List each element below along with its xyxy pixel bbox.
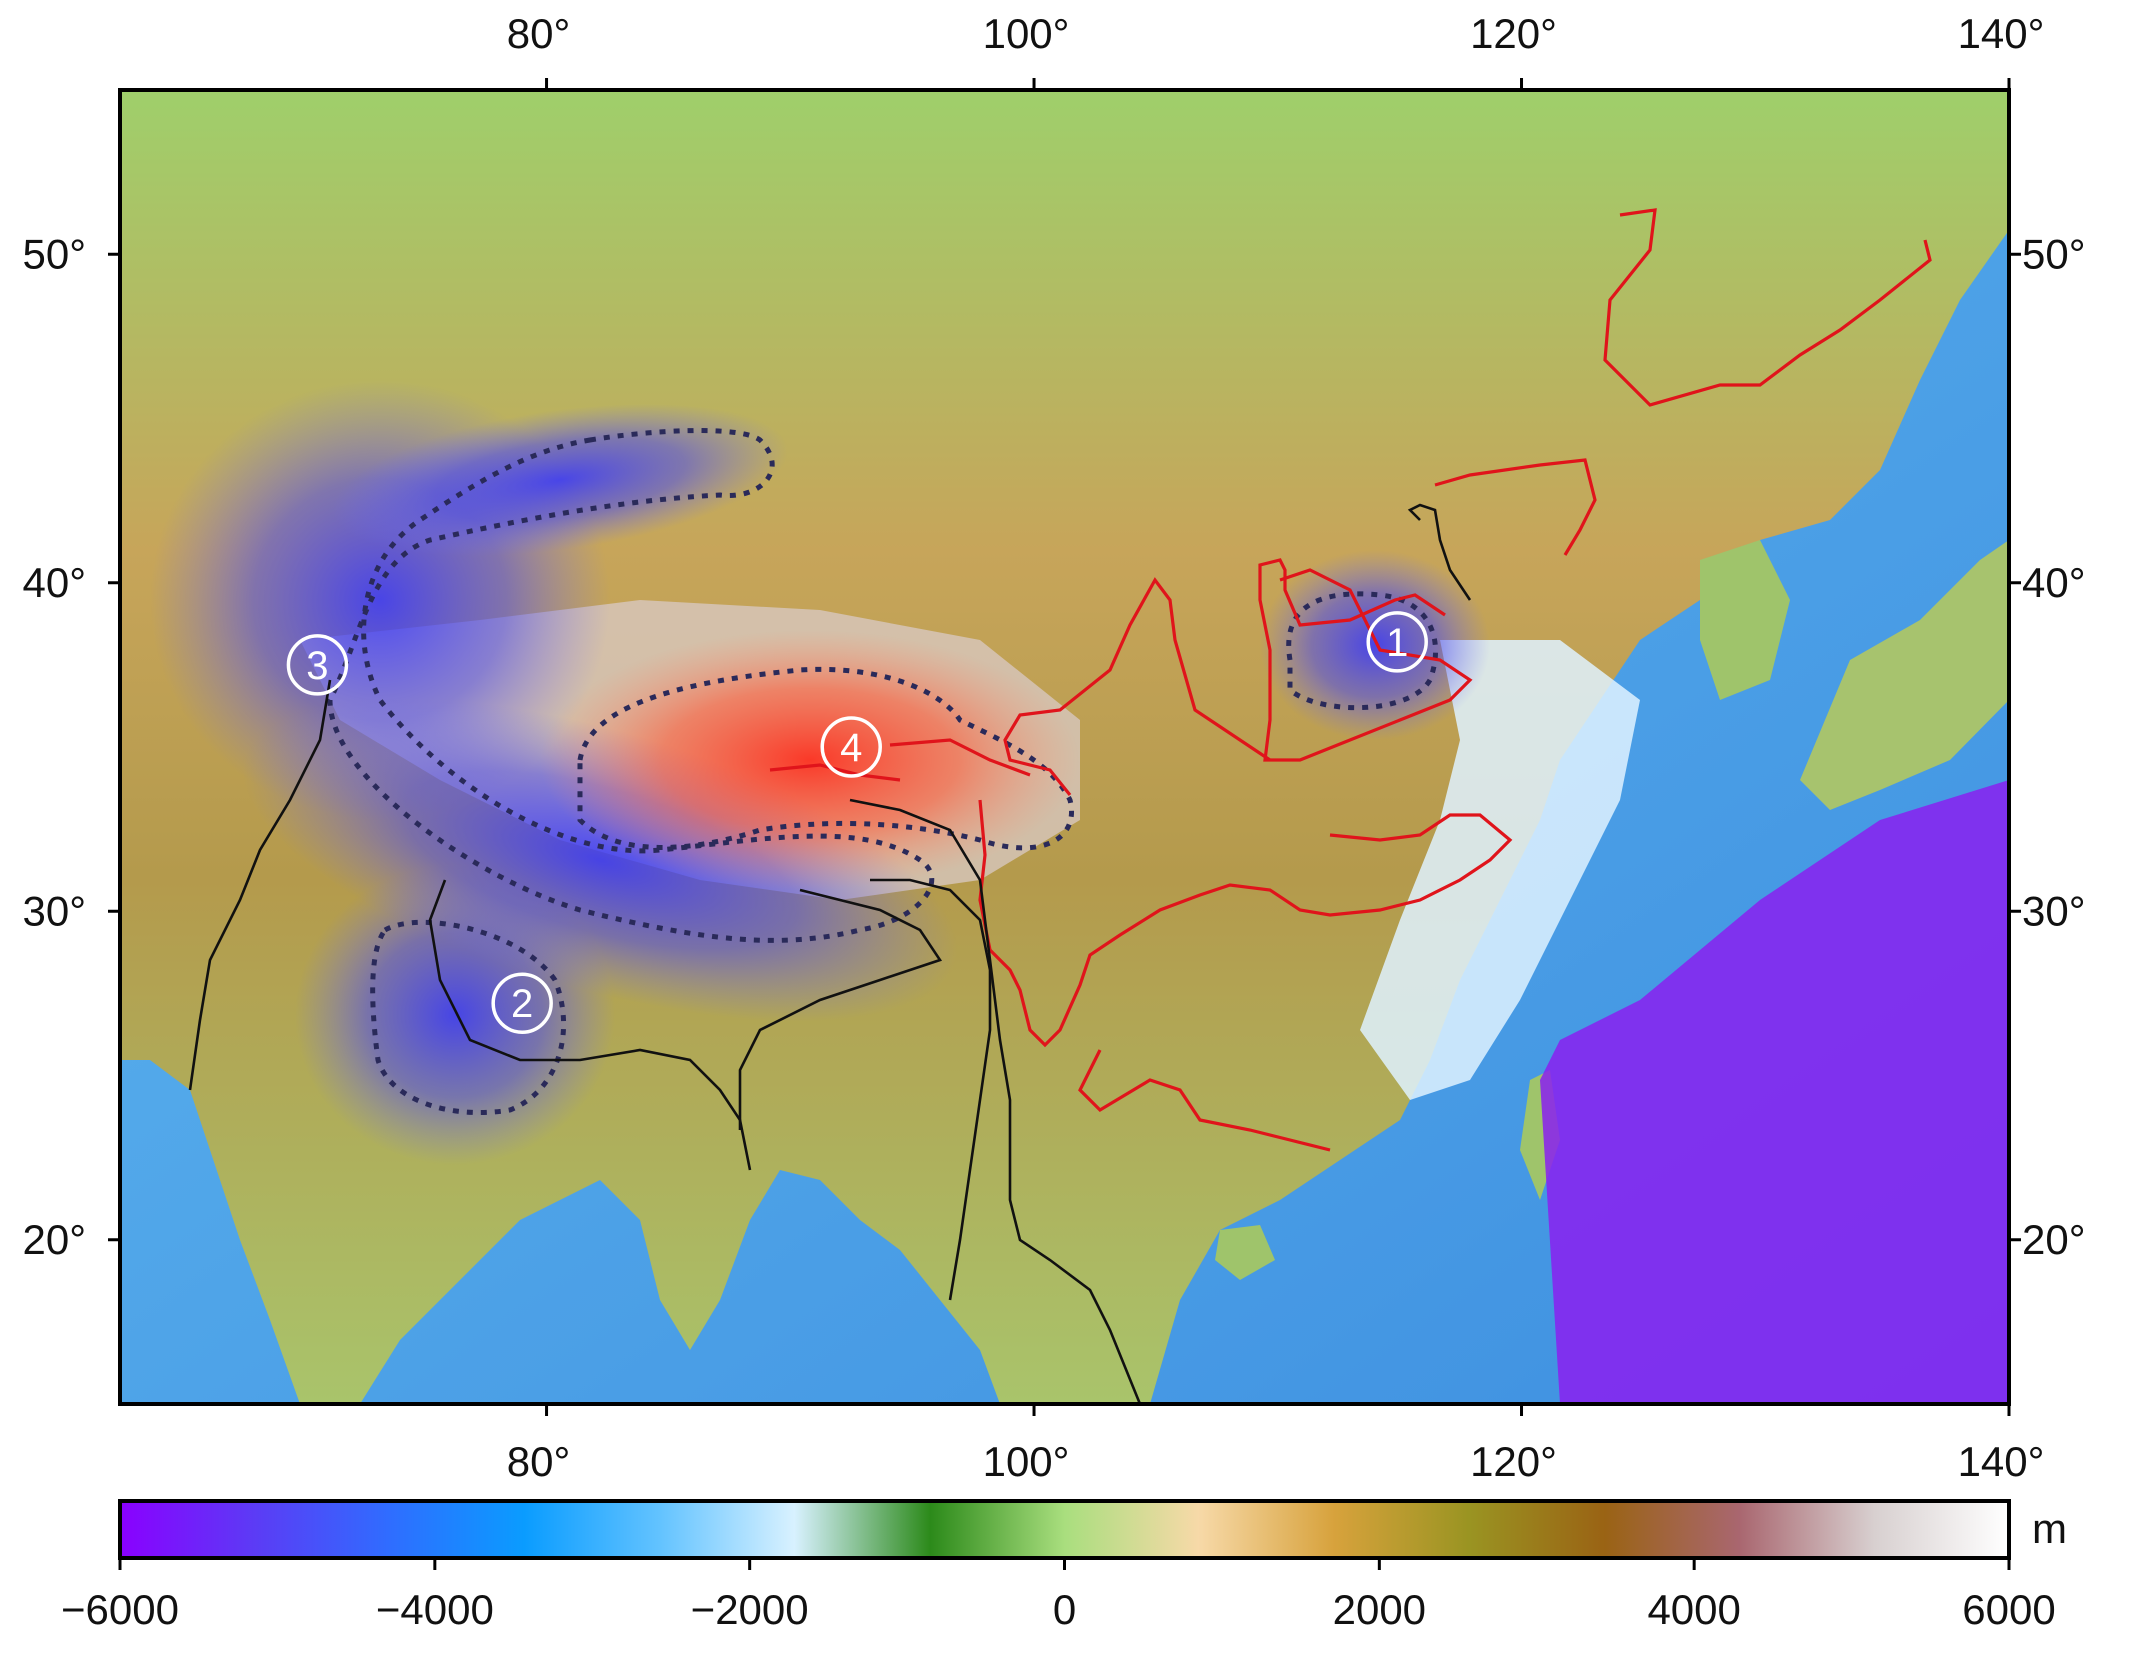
- region-marker-circle: [820, 716, 882, 778]
- river-liao: [1434, 458, 1597, 556]
- colorbar: −6000 −4000 −2000 0 2000 4000 6000 m: [61, 1499, 2067, 1633]
- region-marker-1: 1: [1366, 611, 1428, 673]
- colorbar-tick-label: −4000: [376, 1586, 494, 1633]
- lon-tick-label-top: 140°: [1958, 10, 2045, 57]
- river-hai: [1407, 503, 1472, 601]
- region-marker-label: 3: [306, 644, 328, 688]
- lat-tick-label-left: 20°: [22, 1216, 86, 1263]
- region-marker-circle: [491, 972, 553, 1034]
- colorbar-tick-label: 6000: [1962, 1586, 2055, 1633]
- region-markers: 1 2 3 4: [286, 611, 1428, 1034]
- region-marker-circle: [286, 634, 349, 696]
- anomaly-field-tianshan: [332, 403, 788, 557]
- lon-tick-label-top: 100°: [983, 10, 1070, 57]
- map-panel: [120, 90, 2009, 1404]
- lon-tick-label-top: 80°: [507, 10, 571, 57]
- region-marker-4: 4: [820, 716, 882, 778]
- anomaly-field-1: [1260, 550, 1490, 740]
- land-korea: [1700, 540, 1790, 700]
- lat-tick-label-left: 30°: [22, 887, 86, 934]
- red-rivers: [769, 208, 1932, 1152]
- region-marker-label: 2: [511, 982, 533, 1026]
- region-marker-label: 1: [1386, 621, 1408, 665]
- land-hainan: [1215, 1225, 1275, 1280]
- deep-ocean-west-pacific: [1540, 780, 2009, 1404]
- region-marker-3: 3: [286, 634, 349, 696]
- colorbar-tick-label: 4000: [1647, 1586, 1740, 1633]
- river-brahmaputra: [738, 888, 943, 1130]
- region-marker-label: 4: [840, 726, 862, 770]
- lat-tick-label-right: 50°: [2022, 230, 2086, 277]
- lat-tick-label-left: 50°: [22, 230, 86, 277]
- colorbar-tick-label: −6000: [61, 1586, 179, 1633]
- river-ganges: [428, 879, 752, 1171]
- lat-tick-label-right: 30°: [2022, 887, 2086, 934]
- lat-tick-label-left: 40°: [22, 559, 86, 606]
- lon-tick-label-bottom: 140°: [1958, 1438, 2045, 1485]
- colorbar-unit: m: [2032, 1505, 2067, 1552]
- river-yellow: [889, 558, 1473, 796]
- anomaly-field-himalaya: [242, 698, 958, 1022]
- colorbar-tick-label: −2000: [691, 1586, 809, 1633]
- region-marker-circle: [1366, 611, 1428, 673]
- map-frame: [118, 88, 2011, 1406]
- lon-tick-label-bottom: 120°: [1470, 1438, 1557, 1485]
- anomaly-field-4: [540, 630, 1080, 890]
- river-yangtze: [769, 763, 1513, 1048]
- lon-tick-label-bottom: 80°: [507, 1438, 571, 1485]
- lat-tick-label-right: 20°: [2022, 1216, 2086, 1263]
- map-axis-ticks: 80°80°100°100°120°120°140°140°20° 20°30° 3…: [22, 10, 2085, 1485]
- lat-tick-label-right: 40°: [2022, 559, 2086, 606]
- river-heilongjiang: [1603, 208, 1932, 407]
- lon-tick-label-top: 120°: [1470, 10, 1557, 57]
- colorbar-gradient: [120, 1501, 2009, 1558]
- colorbar-ticks: −6000 −4000 −2000 0 2000 4000 6000: [61, 1558, 2056, 1633]
- lon-tick-label-bottom: 100°: [983, 1438, 1070, 1485]
- land-japan: [1800, 540, 2009, 810]
- river-pearl: [1078, 1049, 1331, 1152]
- river-salween: [870, 878, 992, 1301]
- black-rivers: [188, 503, 1472, 1404]
- river-mekong: [849, 798, 1142, 1404]
- region-marker-2: 2: [491, 972, 553, 1034]
- river-indus: [188, 679, 332, 1091]
- contour-2: [370, 919, 567, 1116]
- contour-4: [577, 666, 1074, 851]
- contour-3: [327, 428, 935, 943]
- shelf-sea: [1360, 640, 1640, 1100]
- colorbar-tick-label: 0: [1053, 1586, 1076, 1633]
- colorbar-tick-label: 2000: [1333, 1586, 1426, 1633]
